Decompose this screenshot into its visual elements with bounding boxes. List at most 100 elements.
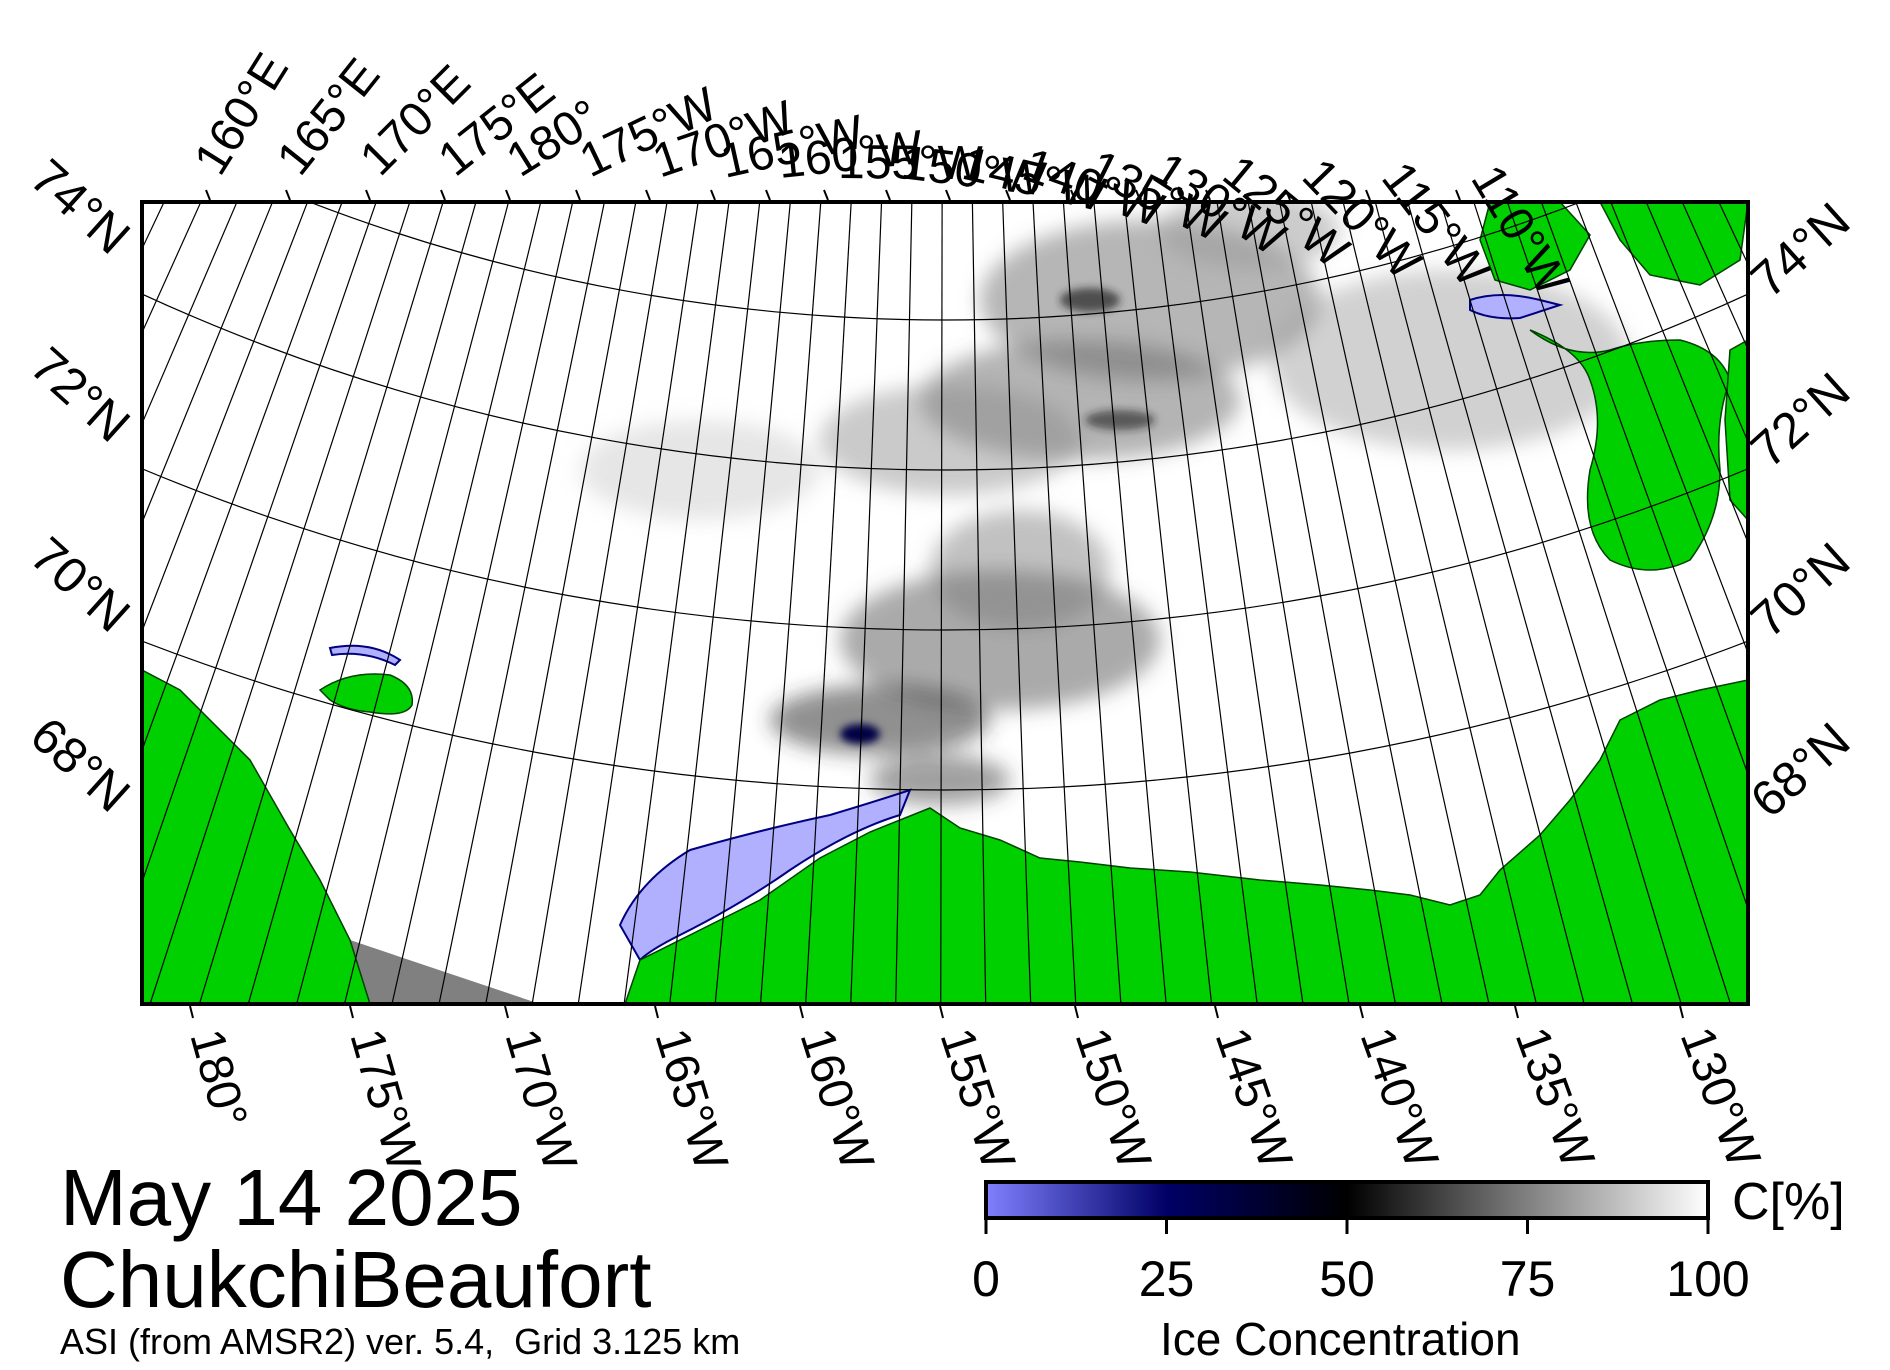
top-tick bbox=[645, 189, 651, 201]
meridian-line bbox=[895, 202, 913, 1004]
latitude-line bbox=[142, 292, 1748, 471]
meridian-line bbox=[805, 202, 852, 1004]
meridian-line bbox=[714, 202, 791, 1004]
meridian-line bbox=[391, 202, 574, 1004]
meridian-line bbox=[1002, 202, 1032, 1004]
bottom-tick bbox=[1359, 1005, 1364, 1019]
meridian-line bbox=[1407, 202, 1634, 1004]
land bbox=[142, 202, 1748, 1004]
meridian-line bbox=[1645, 202, 1748, 444]
top-tick bbox=[823, 189, 829, 201]
top-tick bbox=[945, 189, 951, 201]
meridian-line bbox=[142, 202, 309, 633]
top-tick bbox=[1070, 189, 1076, 201]
bottom-tick bbox=[504, 1005, 509, 1019]
bottom-tick bbox=[349, 1005, 354, 1019]
meridian-line bbox=[1154, 202, 1258, 1004]
meridian-line bbox=[1062, 202, 1122, 1004]
right-lat-label: 70°N bbox=[1740, 532, 1860, 648]
top-tick bbox=[1205, 189, 1211, 201]
meridian-line bbox=[623, 202, 730, 1004]
bottom-lon-label: 130°W bbox=[1670, 1020, 1771, 1175]
meridian-line bbox=[577, 202, 699, 1004]
bottom-tick bbox=[1679, 1005, 1684, 1019]
bottom-lon-label: 165°W bbox=[644, 1023, 737, 1177]
colorbar-tick-label: 100 bbox=[1666, 1251, 1749, 1307]
meridian-line bbox=[1506, 202, 1748, 911]
meridian-line bbox=[850, 202, 883, 1004]
meridian-line bbox=[142, 202, 274, 525]
meridian-line bbox=[485, 202, 637, 1004]
meridian-line bbox=[971, 202, 987, 1004]
meridian-line bbox=[1093, 202, 1167, 1004]
date-label: May 14 2025 bbox=[60, 1153, 523, 1242]
top-tick bbox=[710, 189, 716, 201]
top-tick bbox=[765, 189, 771, 201]
map-frame bbox=[140, 200, 1750, 1006]
meridian-line bbox=[343, 202, 542, 1004]
left-lat-label: 68°N bbox=[20, 706, 140, 822]
top-tick bbox=[205, 189, 211, 201]
meridian-line bbox=[1374, 202, 1585, 1004]
meridian-line bbox=[1216, 202, 1350, 1004]
top-tick bbox=[1005, 189, 1011, 201]
colorbar-ticks: 0 25 50 75 100 bbox=[972, 1218, 1750, 1307]
right-latitude-labels: 74°N 72°N 70°N 68°N bbox=[1740, 192, 1860, 828]
top-tick bbox=[365, 189, 371, 201]
meridian-line bbox=[0, 0, 45, 618]
colorbar-tick-label: 50 bbox=[1319, 1251, 1375, 1307]
bottom-lon-label: 145°W bbox=[1205, 1021, 1302, 1176]
meridian-line bbox=[1310, 202, 1490, 1004]
bottom-tick bbox=[654, 1005, 659, 1019]
colorbar-tick-label: 0 bbox=[972, 1251, 1000, 1307]
bottom-lon-label: 160°W bbox=[790, 1022, 884, 1176]
meridian-line bbox=[1123, 202, 1213, 1004]
sea-ice-concentration bbox=[580, 202, 1630, 805]
colorbar-title: Ice Concentration bbox=[1160, 1313, 1521, 1365]
colorbar-gradient bbox=[984, 1180, 1710, 1220]
bottom-tick bbox=[1514, 1005, 1519, 1019]
bottom-lon-label: 140°W bbox=[1350, 1021, 1448, 1176]
bottom-lon-label: 135°W bbox=[1505, 1021, 1604, 1176]
bottom-tick bbox=[1074, 1005, 1079, 1019]
colorbar-unit: C[%] bbox=[1732, 1173, 1845, 1231]
channel-low-ice bbox=[1469, 294, 1564, 320]
left-lat-label: 72°N bbox=[20, 336, 140, 452]
region-label: ChukchiBeaufort bbox=[60, 1235, 652, 1324]
bottom-tick bbox=[799, 1005, 804, 1019]
top-tick bbox=[285, 189, 291, 201]
right-lat-label: 74°N bbox=[1740, 192, 1860, 308]
meridian-line bbox=[1278, 202, 1443, 1004]
right-lat-label: 72°N bbox=[1740, 362, 1860, 478]
island-low-ice bbox=[328, 644, 402, 667]
left-lat-label: 74°N bbox=[20, 148, 140, 264]
meridian-line bbox=[1439, 202, 1682, 1004]
meridian-line bbox=[1575, 202, 1748, 655]
top-lon-label: 155°W bbox=[838, 136, 984, 190]
meridian-line bbox=[759, 202, 822, 1004]
bottom-tick bbox=[189, 1005, 194, 1019]
latitude-line bbox=[307, 202, 1583, 321]
meridian-line bbox=[1540, 202, 1748, 777]
top-tick bbox=[1285, 189, 1291, 201]
meridian-line bbox=[142, 202, 377, 884]
bottom-longitude-labels: 180° 175°W 170°W 165°W 160°W 155°W 150°W 145°W 1… bbox=[179, 1005, 1771, 1178]
colorbar-tick-label: 25 bbox=[1139, 1251, 1195, 1307]
meridian-line bbox=[1342, 202, 1538, 1004]
left-latitude-labels: 74°N 72°N 70°N 68°N bbox=[20, 148, 140, 822]
meridian-line bbox=[940, 202, 943, 1004]
map-panel bbox=[0, 0, 1748, 1004]
top-tick bbox=[1365, 189, 1371, 201]
meridian-line bbox=[531, 202, 668, 1004]
meridian-line bbox=[247, 202, 477, 1004]
meridian-line bbox=[198, 202, 444, 1004]
top-tick bbox=[575, 189, 581, 201]
arctic-island-northeast bbox=[1599, 202, 1748, 286]
bottom-lon-label: 180° bbox=[179, 1024, 257, 1134]
chukotka-land bbox=[142, 669, 371, 1004]
meridian-line bbox=[1247, 202, 1397, 1004]
banks-island bbox=[1529, 329, 1731, 571]
meridian-line bbox=[296, 202, 510, 1004]
meridian-line bbox=[149, 202, 411, 1004]
